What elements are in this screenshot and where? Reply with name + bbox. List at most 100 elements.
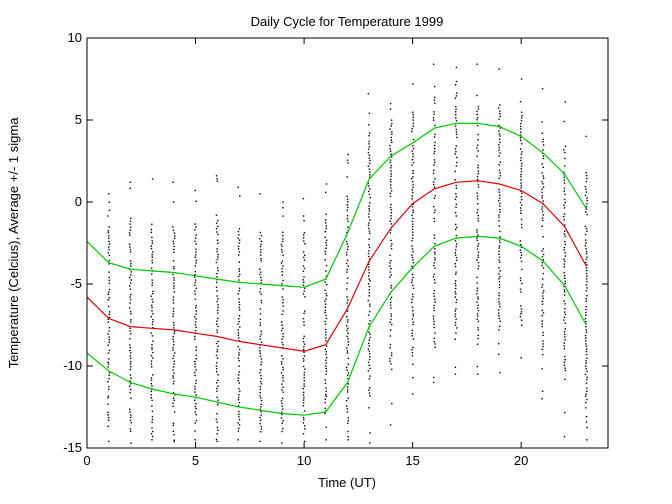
- scatter-dot: [130, 333, 132, 335]
- scatter-dot: [281, 355, 283, 357]
- scatter-dot: [259, 350, 261, 352]
- scatter-dot: [324, 407, 327, 409]
- scatter-dot: [282, 358, 284, 360]
- scatter-dot: [498, 200, 500, 202]
- scatter-dot: [282, 408, 284, 410]
- scatter-dot: [216, 357, 219, 359]
- scatter-dot: [216, 290, 218, 292]
- scatter-dot: [454, 321, 457, 324]
- scatter-dot: [477, 173, 480, 175]
- scatter-dot: [542, 343, 544, 345]
- scatter-dot: [325, 359, 327, 361]
- scatter-dot: [194, 399, 196, 401]
- scatter-dot: [303, 219, 305, 222]
- scatter-dot: [172, 296, 175, 298]
- scatter-dot: [585, 208, 588, 210]
- scatter-dot: [129, 285, 131, 287]
- scatter-dot: [324, 401, 326, 404]
- scatter-dot: [369, 395, 371, 397]
- scatter-dot: [324, 309, 326, 312]
- scatter-dot: [173, 332, 175, 334]
- scatter-dot: [107, 215, 109, 217]
- scatter-dot: [194, 298, 197, 300]
- scatter-dot: [238, 348, 241, 351]
- scatter-dot: [499, 135, 501, 137]
- scatter-dot: [194, 361, 196, 363]
- scatter-dot: [346, 282, 348, 284]
- scatter-dot: [477, 334, 479, 337]
- scatter-dot: [563, 311, 566, 313]
- scatter-dot: [519, 159, 522, 162]
- scatter-dot: [411, 214, 413, 216]
- scatter-dot: [390, 245, 392, 247]
- scatter-dot: [259, 338, 261, 340]
- scatter-dot: [368, 275, 370, 277]
- scatter-dot: [324, 231, 326, 233]
- scatter-dot: [107, 344, 109, 346]
- scatter-dot: [411, 128, 413, 130]
- y-tick-label: 10: [68, 30, 82, 45]
- scatter-dot: [150, 332, 153, 334]
- scatter-dot: [541, 348, 543, 350]
- scatter-dot: [390, 184, 392, 186]
- scatter-dot: [259, 287, 262, 290]
- scatter-dot: [325, 191, 327, 194]
- scatter-dot: [585, 393, 587, 395]
- scatter-dot: [433, 279, 436, 281]
- scatter-dot: [368, 350, 370, 352]
- scatter-dot: [476, 365, 478, 368]
- plot-border: [86, 37, 609, 449]
- scatter-dot: [455, 249, 457, 251]
- scatter-dot: [585, 306, 587, 308]
- scatter-dot: [325, 292, 327, 295]
- scatter-dot: [259, 395, 261, 397]
- scatter-dot: [151, 346, 153, 349]
- scatter-dot: [498, 130, 500, 132]
- scatter-dot: [280, 417, 283, 419]
- scatter-dot: [432, 381, 435, 384]
- scatter-dot: [238, 413, 240, 415]
- scatter-dot: [563, 275, 566, 277]
- series-line-average-plus-sigma: [86, 122, 587, 288]
- scatter-dot: [194, 321, 197, 323]
- scatter-dot: [520, 246, 523, 249]
- scatter-dot: [281, 402, 283, 405]
- scatter-dot: [498, 253, 500, 255]
- scatter-dot: [412, 209, 414, 211]
- scatter-dot: [541, 295, 544, 297]
- scatter-dot: [477, 108, 480, 110]
- scatter-dot: [173, 366, 175, 368]
- scatter-dot: [303, 410, 306, 412]
- scatter-dot: [195, 358, 197, 360]
- scatter-dot: [455, 228, 457, 231]
- scatter-dot: [390, 212, 393, 214]
- scatter-dot: [107, 352, 110, 354]
- scatter-dot: [150, 363, 153, 365]
- scatter-dot: [520, 111, 523, 113]
- scatter-dot: [521, 282, 523, 285]
- scatter-dot: [584, 334, 587, 337]
- scatter-dot: [173, 411, 176, 413]
- scatter-dot: [498, 301, 500, 303]
- scatter-dot: [368, 222, 370, 224]
- scatter-dot: [390, 209, 393, 211]
- scatter-dot: [194, 385, 196, 388]
- scatter-dot: [152, 430, 154, 433]
- y-tick-label: 0: [75, 194, 82, 209]
- scatter-dot: [585, 248, 587, 250]
- scatter-dot: [195, 262, 197, 264]
- scatter-dot: [455, 95, 458, 97]
- scatter-dot: [282, 201, 284, 203]
- scatter-dot: [325, 219, 327, 221]
- scatter-dot: [172, 377, 174, 379]
- scatter-dot: [107, 381, 109, 383]
- scatter-dot: [237, 377, 240, 379]
- scatter-dot: [195, 318, 197, 320]
- scatter-dot: [238, 360, 240, 362]
- scatter-dot: [368, 168, 371, 170]
- scatter-dot: [173, 434, 175, 436]
- scatter-dot: [433, 326, 435, 329]
- scatter-dot: [237, 405, 240, 407]
- scatter-dot: [194, 265, 196, 267]
- scatter-dot: [367, 252, 370, 255]
